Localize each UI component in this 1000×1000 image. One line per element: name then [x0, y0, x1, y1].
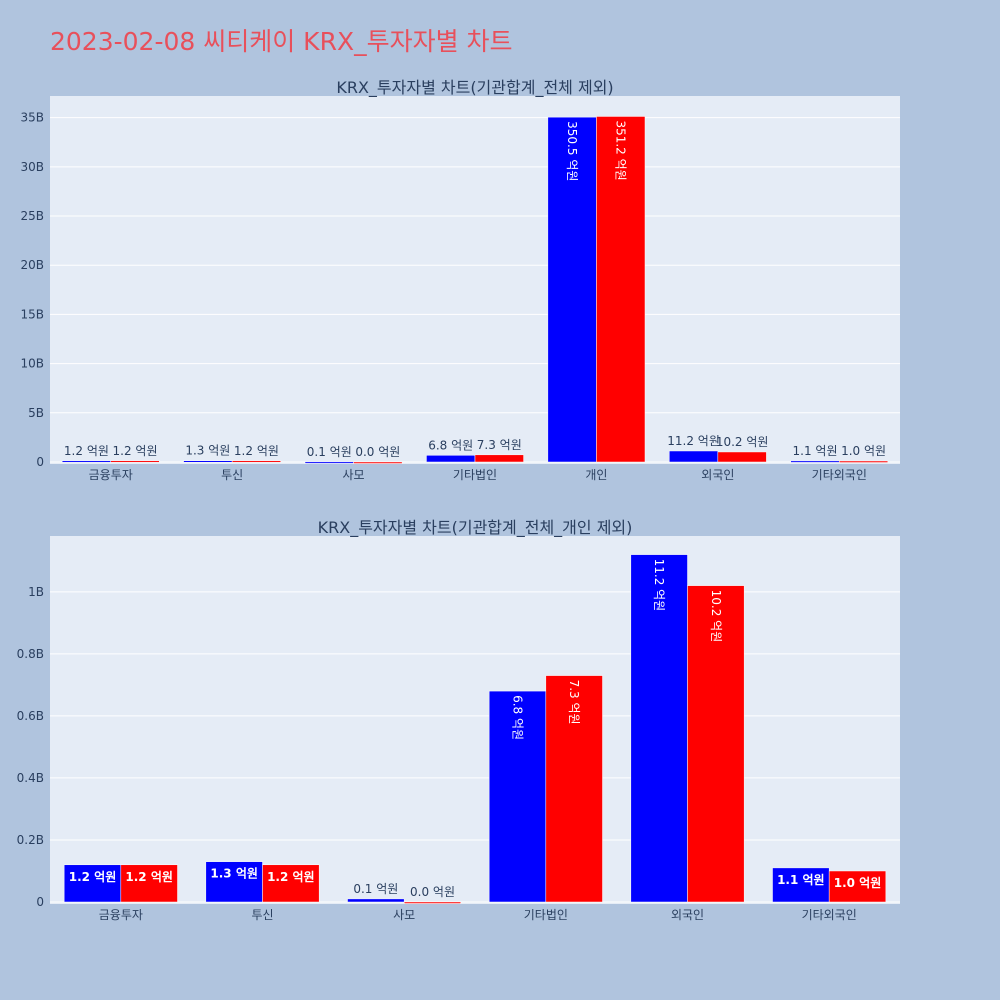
- y-tick-label: 30B: [20, 160, 44, 174]
- chart-subtitle: KRX_투자자별 차트(기관합계_전체 제외): [336, 78, 613, 98]
- bar-buy: [61, 460, 111, 463]
- bar-value-label: 1.1 억원: [793, 444, 838, 458]
- x-tick-label: 외국인: [671, 908, 704, 922]
- y-tick-label: 20B: [20, 258, 44, 272]
- bar-buy: [205, 861, 263, 903]
- page-title: 2023-02-08 씨티케이 KRX_투자자별 차트: [50, 27, 513, 56]
- bar-value-label: 351.2 억원: [614, 120, 628, 180]
- x-tick-label: 기타외국인: [812, 468, 867, 482]
- bar-buy: [63, 864, 122, 903]
- bar-sell: [262, 864, 320, 903]
- bar-value-label: 0.0 억원: [410, 885, 455, 899]
- bar-sell: [353, 461, 403, 464]
- bar-value-label: 6.8 억원: [428, 438, 473, 452]
- bar-sell: [828, 870, 887, 903]
- bar-value-label: 11.2 억원: [667, 434, 720, 448]
- y-tick-label: 5B: [28, 406, 44, 420]
- bar-buy: [183, 460, 233, 463]
- chart-excluding-individuals: KRX_투자자별 차트(기관합계_전체_개인 제외) 0 0.2B 0.4B 0.6B 0…: [17, 518, 900, 922]
- chart-subtitle: KRX_투자자별 차트(기관합계_전체_개인 제외): [318, 518, 633, 538]
- bar-sell: [687, 585, 745, 903]
- x-tick-label: 기타외국인: [802, 908, 857, 922]
- bar-value-label: 1.2 억원: [234, 444, 279, 458]
- x-tick-label: 개인: [585, 468, 607, 482]
- bar-value-label: 1.0 억원: [841, 444, 886, 458]
- y-tick-label: 1B: [28, 585, 44, 599]
- y-tick-label: 15B: [20, 307, 44, 321]
- plot-area: [50, 96, 900, 464]
- bar-value-label: 1.3 억원: [185, 444, 230, 458]
- bar-value-label: 1.0 억원: [834, 876, 882, 890]
- x-tick-label: 금융투자: [99, 908, 143, 922]
- bar-sell: [717, 451, 767, 463]
- bar-value-label: 1.2 억원: [64, 444, 109, 458]
- x-tick-label: 투신: [251, 908, 273, 922]
- bar-value-label: 1.2 억원: [69, 870, 117, 884]
- bar-sell: [110, 460, 160, 463]
- bar-buy: [304, 461, 354, 464]
- bar-value-label: 1.1 억원: [777, 873, 825, 887]
- bar-value-label: 6.8 억원: [511, 695, 525, 740]
- x-tick-label: 사모: [343, 468, 365, 482]
- bar-buy: [772, 867, 830, 903]
- bar-sell: [120, 864, 178, 903]
- bar-sell: [474, 454, 524, 463]
- y-tick-label: 25B: [20, 209, 44, 223]
- bar-value-label: 10.2 억원: [709, 590, 723, 643]
- bar-value-label: 10.2 억원: [716, 435, 769, 449]
- x-tick-label: 금융투자: [89, 468, 133, 482]
- bar-buy: [790, 460, 840, 463]
- bar-value-label: 1.2 억원: [113, 444, 158, 458]
- y-tick-label: 10B: [20, 357, 44, 371]
- x-tick-label: 사모: [393, 908, 415, 922]
- bar-value-label: 11.2 억원: [652, 559, 666, 612]
- y-tick-label: 0.8B: [17, 647, 44, 661]
- bar-sell: [403, 901, 462, 904]
- bar-value-label: 0.0 억원: [355, 445, 400, 459]
- bar-buy: [426, 455, 476, 463]
- bar-buy: [347, 898, 405, 903]
- y-tick-label: 0: [36, 455, 44, 469]
- bar-sell: [596, 116, 646, 463]
- y-tick-label: 0.6B: [17, 709, 44, 723]
- bar-value-label: 0.1 억원: [353, 882, 398, 896]
- bar-value-label: 7.3 억원: [567, 680, 581, 725]
- x-tick-label: 투신: [221, 468, 243, 482]
- bar-value-label: 1.2 억원: [125, 870, 173, 884]
- bar-sell: [839, 460, 889, 463]
- bar-buy: [669, 450, 719, 463]
- y-tick-label: 0: [36, 895, 44, 909]
- chart-all-investors: KRX_투자자별 차트(기관합계_전체 제외) 0 5B 10B 15B 20B 25B 30…: [20, 78, 900, 482]
- bar-buy: [630, 554, 688, 903]
- x-tick-label: 기타법인: [524, 908, 568, 922]
- bar-value-label: 7.3 억원: [477, 438, 522, 452]
- bar-value-label: 0.1 억원: [307, 445, 352, 459]
- bar-buy: [488, 690, 547, 903]
- bar-sell: [231, 460, 281, 463]
- bar-buy: [547, 116, 597, 463]
- y-tick-label: 0.2B: [17, 833, 44, 847]
- bar-value-label: 350.5 억원: [565, 121, 579, 181]
- bar-value-label: 1.3 억원: [210, 867, 258, 881]
- y-tick-label: 35B: [20, 111, 44, 125]
- bar-sell: [545, 675, 603, 903]
- y-tick-label: 0.4B: [17, 771, 44, 785]
- plot-area: [50, 536, 900, 904]
- x-tick-label: 외국인: [701, 468, 734, 482]
- bar-value-label: 1.2 억원: [267, 870, 315, 884]
- x-tick-label: 기타법인: [453, 468, 497, 482]
